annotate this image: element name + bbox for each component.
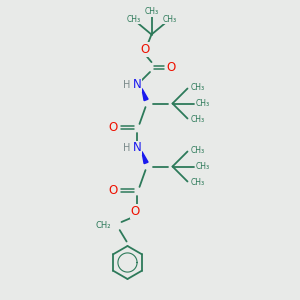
- Text: CH₃: CH₃: [196, 162, 210, 171]
- Text: CH₃: CH₃: [126, 15, 141, 24]
- Text: CH₂: CH₂: [95, 220, 111, 230]
- Text: CH₃: CH₃: [190, 146, 205, 155]
- Text: CH₃: CH₃: [162, 15, 177, 24]
- Text: N: N: [133, 141, 142, 154]
- Text: O: O: [140, 43, 149, 56]
- Text: H: H: [123, 80, 130, 90]
- Text: N: N: [133, 78, 142, 92]
- Text: CH₃: CH₃: [196, 99, 210, 108]
- Text: CH₃: CH₃: [144, 8, 159, 16]
- Text: O: O: [167, 61, 176, 74]
- Polygon shape: [142, 88, 148, 101]
- Text: CH₃: CH₃: [190, 83, 205, 92]
- Text: CH₃: CH₃: [190, 115, 205, 124]
- Text: O: O: [130, 205, 140, 218]
- Text: O: O: [109, 121, 118, 134]
- Text: O: O: [109, 184, 118, 197]
- Text: CH₃: CH₃: [190, 178, 205, 187]
- Polygon shape: [142, 152, 148, 164]
- Text: H: H: [123, 143, 130, 153]
